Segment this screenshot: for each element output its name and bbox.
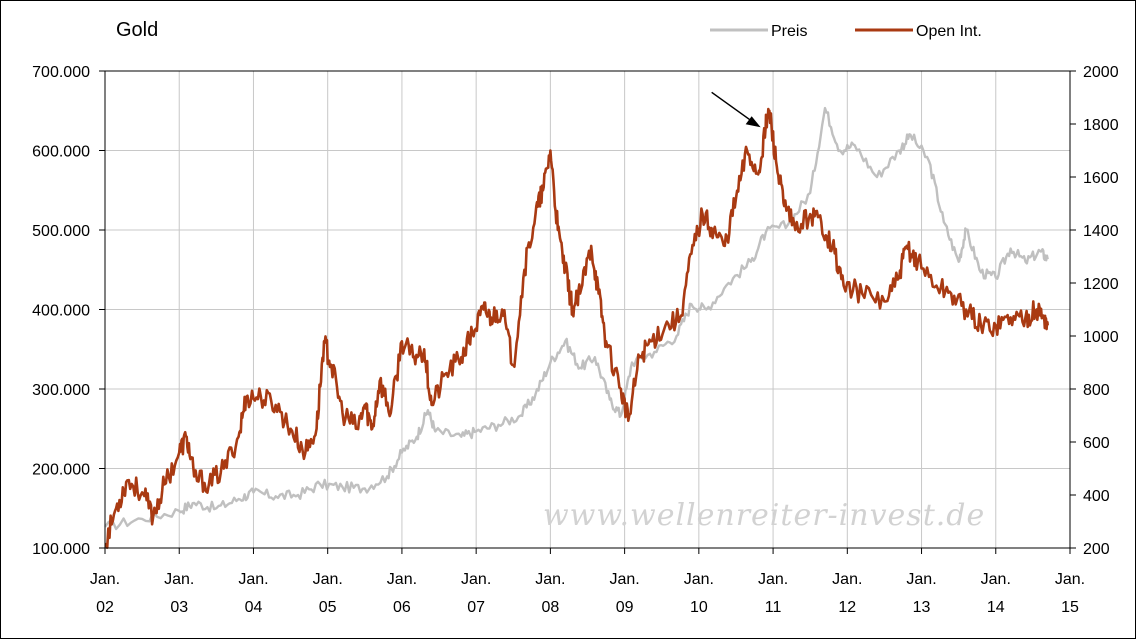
y-right-tick-label: 1800 bbox=[1083, 117, 1119, 134]
chart-title: Gold bbox=[116, 19, 158, 41]
x-tick-label-month: Jan. bbox=[906, 571, 936, 588]
x-tick-label-month: Jan. bbox=[758, 571, 788, 588]
y-left-tick-label: 400.000 bbox=[32, 303, 90, 320]
x-tick-label-month: Jan. bbox=[609, 571, 639, 588]
y-left-tick-label: 700.000 bbox=[32, 64, 90, 81]
series-layer bbox=[104, 106, 1049, 549]
x-tick-label-month: Jan. bbox=[90, 571, 120, 588]
x-tick-label-year: 10 bbox=[690, 599, 708, 616]
legend: Preis Open Int. bbox=[710, 23, 982, 40]
y-right-tick-label: 1600 bbox=[1083, 170, 1119, 187]
x-tick-label-month: Jan. bbox=[461, 571, 491, 588]
y-right-tick-label: 1400 bbox=[1083, 223, 1119, 240]
x-tick-label-year: 03 bbox=[170, 599, 188, 616]
y-right-tick-label: 1200 bbox=[1083, 276, 1119, 293]
annotation-arrow-head bbox=[745, 116, 761, 128]
legend-label-open-int: Open Int. bbox=[916, 23, 982, 40]
x-tick-label-year: 15 bbox=[1061, 599, 1079, 616]
legend-label-preis: Preis bbox=[771, 23, 807, 40]
x-tick-label-year: 06 bbox=[393, 599, 411, 616]
annotation bbox=[711, 91, 761, 128]
y-left-tick-label: 300.000 bbox=[32, 382, 90, 399]
x-tick-label-month: Jan. bbox=[313, 571, 343, 588]
x-tick-label-month: Jan. bbox=[387, 571, 417, 588]
y-left-tick-label: 100.000 bbox=[32, 541, 90, 558]
y-right-tick-label: 600 bbox=[1083, 435, 1110, 452]
y-right-tick-label: 400 bbox=[1083, 488, 1110, 505]
y-right-tick-label: 2000 bbox=[1083, 64, 1119, 81]
axes: Jan. 02 Jan. 03 Jan. 04 Jan. 05 Jan. 06 Jan. 07 Jan.… bbox=[32, 64, 1119, 616]
x-tick-label-year: 11 bbox=[765, 599, 782, 616]
x-tick-label-month: Jan. bbox=[832, 571, 862, 588]
x-tick-label-month: Jan. bbox=[981, 571, 1011, 588]
x-tick-label-month: Jan. bbox=[535, 571, 565, 588]
y-right-tick-label: 1000 bbox=[1083, 329, 1119, 346]
y-left-tick-label: 500.000 bbox=[32, 223, 90, 240]
x-tick-label-month: Jan. bbox=[164, 571, 194, 588]
x-tick-label-year: 04 bbox=[245, 599, 263, 616]
watermark-text: www.wellenreiter-invest.de bbox=[543, 498, 985, 533]
x-tick-label-year: 02 bbox=[96, 599, 114, 616]
x-tick-label-year: 09 bbox=[616, 599, 634, 616]
x-tick-label-year: 12 bbox=[838, 599, 856, 616]
x-tick-label-year: 13 bbox=[913, 599, 931, 616]
series-line-preis bbox=[104, 106, 1049, 531]
series-line-open-int bbox=[104, 107, 1049, 549]
x-tick-label-year: 08 bbox=[541, 599, 559, 616]
x-tick-label-month: Jan. bbox=[1055, 571, 1085, 588]
x-tick-label-year: 14 bbox=[987, 599, 1005, 616]
y-left-tick-label: 600.000 bbox=[32, 144, 90, 161]
x-tick-label-month: Jan. bbox=[684, 571, 714, 588]
x-tick-label-year: 07 bbox=[467, 599, 485, 616]
x-tick-label-month: Jan. bbox=[238, 571, 268, 588]
y-right-tick-label: 800 bbox=[1083, 382, 1110, 399]
y-left-tick-label: 200.000 bbox=[32, 462, 90, 479]
y-right-tick-label: 200 bbox=[1083, 541, 1110, 558]
x-tick-label-year: 05 bbox=[319, 599, 337, 616]
